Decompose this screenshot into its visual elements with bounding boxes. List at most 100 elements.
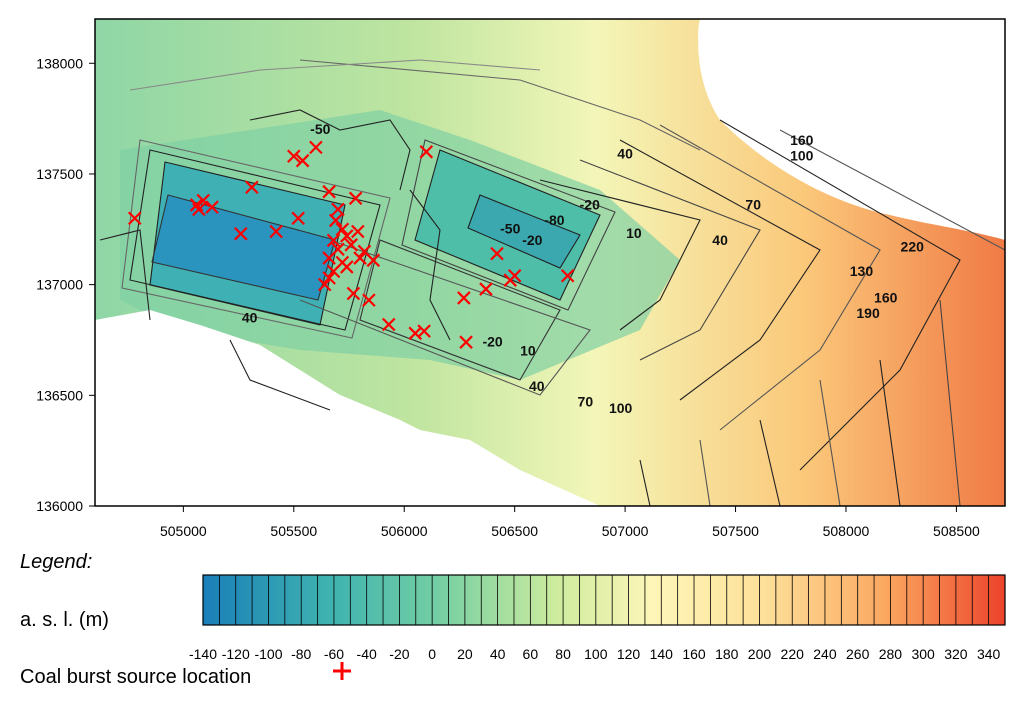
coal-burst-source-marker — [348, 191, 363, 206]
coal-burst-source-marker — [326, 233, 341, 248]
legend-scale-label: 220 — [781, 646, 805, 662]
contour-label: 220 — [901, 238, 925, 254]
legend-scale-label: 300 — [911, 646, 935, 662]
legend-scale-label: -20 — [389, 646, 409, 662]
contour-label: 100 — [790, 148, 814, 164]
contour-label: -80 — [544, 212, 564, 228]
y-tick-label: 137500 — [36, 166, 83, 182]
coal-burst-source-marker — [479, 282, 493, 296]
coal-burst-source-marker — [344, 238, 358, 252]
coal-burst-source-marker — [381, 317, 396, 332]
contour-label: -50 — [500, 221, 520, 237]
x-tick-label: 506500 — [491, 523, 538, 539]
pit-west-inner — [152, 195, 335, 300]
legend-scale-label: 160 — [682, 646, 706, 662]
coal-burst-source-marker — [335, 222, 350, 237]
legend-scale-label: 260 — [846, 646, 870, 662]
x-tick-label: 507500 — [712, 523, 759, 539]
x-tick-label: 507000 — [602, 523, 649, 539]
coal-burst-source-marker — [245, 180, 259, 195]
legend-color-bar — [202, 574, 1006, 626]
coal-burst-source-marker — [269, 224, 283, 239]
contour-label: -50 — [310, 121, 330, 137]
legend-source-marker-icon — [333, 662, 351, 680]
y-tick-label: 136000 — [36, 498, 83, 514]
legend-scale-label: 120 — [617, 646, 641, 662]
legend-scale-label: 40 — [490, 646, 506, 662]
x-tick-label: 508500 — [933, 523, 980, 539]
legend-dividers — [218, 575, 990, 625]
coal-burst-source-marker — [322, 271, 336, 285]
contour-label: 40 — [242, 309, 258, 325]
coal-burst-source-marker — [192, 202, 206, 217]
coal-burst-source-marker — [459, 335, 473, 349]
x-tick-label: 506000 — [381, 523, 428, 539]
coal-burst-source-marker — [322, 184, 336, 199]
coal-burst-source-marker — [328, 213, 343, 228]
contour-label: -20 — [580, 196, 600, 212]
y-tick-label: 137000 — [36, 277, 83, 293]
coal-burst-source-marker — [127, 211, 142, 226]
contour-label: 10 — [520, 342, 536, 358]
legend-scale-label: 340 — [977, 646, 1001, 662]
legend-scale-label: -100 — [254, 646, 282, 662]
coal-burst-source-marker — [331, 202, 345, 217]
coal-burst-source-marker — [326, 264, 341, 279]
coal-burst-source-marker — [490, 246, 504, 261]
contour-label: -20 — [522, 232, 542, 248]
contour-label: 100 — [609, 400, 633, 416]
legend-scale-label: -120 — [222, 646, 250, 662]
pit-east-inner — [468, 195, 580, 268]
legend-scale-label: 60 — [523, 646, 539, 662]
legend-source-label: Coal burst source location — [20, 666, 252, 688]
coal-burst-source-marker — [287, 149, 301, 164]
coal-burst-source-marker — [233, 226, 248, 241]
x-tick-label: 505500 — [270, 523, 317, 539]
coal-burst-source-marker — [196, 193, 211, 208]
coal-burst-source-marker — [309, 140, 323, 155]
coal-burst-source-marker — [317, 277, 332, 292]
source-location-layer — [127, 140, 575, 349]
coal-burst-source-marker — [560, 269, 575, 283]
coal-burst-source-marker — [351, 224, 365, 239]
contour-label: -20 — [482, 334, 502, 350]
coal-burst-source-marker — [417, 324, 431, 338]
nodata-bottom-left — [95, 310, 560, 506]
contour-label: 190 — [856, 305, 880, 321]
contour-label: 160 — [790, 132, 814, 148]
coal-burst-source-marker — [295, 153, 310, 168]
legend-scale-label: -60 — [324, 646, 344, 662]
nodata-top-right — [698, 19, 1005, 240]
y-tick-label: 138000 — [36, 55, 83, 71]
contour-label: 40 — [617, 145, 633, 161]
contour-lines — [99, 59, 1005, 506]
legend-scale-label: 80 — [555, 646, 571, 662]
x-tick-label: 508000 — [823, 523, 870, 539]
coal-burst-source-marker — [419, 145, 434, 159]
legend-scale-labels: -140 -120 -100 -80 -60 -40 -20 0 20 40 60 80 100 120 1… — [189, 646, 1001, 662]
legend-scale-label: -40 — [357, 646, 377, 662]
coal-burst-source-marker — [362, 293, 376, 307]
coal-burst-source-marker — [205, 200, 219, 214]
contour-label: 130 — [850, 263, 874, 279]
contour-label: 10 — [626, 225, 642, 241]
map-plot-area — [95, 19, 1005, 506]
legend-scale-label: 240 — [813, 646, 837, 662]
contour-label: 160 — [874, 289, 898, 305]
coal-burst-source-marker — [340, 229, 354, 243]
legend-scale-label: 280 — [879, 646, 903, 662]
legend-scale-label: 100 — [584, 646, 608, 662]
legend-scale-label: 140 — [650, 646, 674, 662]
contour-label: 40 — [529, 378, 545, 394]
coal-burst-source-marker — [507, 269, 522, 283]
x-tick-label: 505000 — [160, 523, 207, 539]
coal-burst-source-marker — [340, 260, 354, 274]
y-tick-label: 136500 — [36, 387, 83, 403]
legend-scale-label: 320 — [944, 646, 968, 662]
coal-burst-source-marker — [346, 286, 361, 301]
legend-scale-label: 0 — [428, 646, 436, 662]
x-axis: 505000 505500 506000 506500 507000 507500 5080… — [160, 506, 980, 539]
coal-burst-source-marker — [322, 251, 336, 265]
